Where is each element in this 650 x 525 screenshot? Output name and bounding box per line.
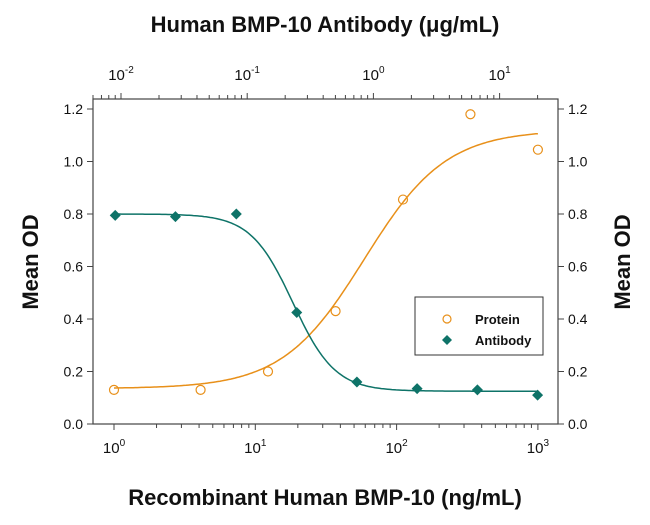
protein-point xyxy=(330,306,341,317)
legend-antibody-label: Antibody xyxy=(475,333,532,348)
fit-curves xyxy=(114,132,538,392)
plot-frame xyxy=(92,98,559,425)
y-tick-label-right: 1.2 xyxy=(568,101,588,117)
protein-point xyxy=(262,366,274,377)
x-bottom-tick-label: 100 xyxy=(103,438,126,457)
x-bottom-tick-label: 101 xyxy=(244,438,267,457)
antibody-point xyxy=(169,211,181,223)
y-tick-label-left: 1.2 xyxy=(64,101,84,117)
antibody-point xyxy=(411,383,423,395)
x-bottom-tick-label: 102 xyxy=(385,438,408,457)
chart-title: Human BMP-10 Antibody (μg/mL) xyxy=(151,12,500,37)
antibody-fit-curve xyxy=(115,213,538,392)
y-tick-label-left: 0.0 xyxy=(64,416,84,432)
x-bottom-tick-label: 103 xyxy=(527,438,550,457)
protein-point xyxy=(195,384,206,395)
x-axis-label: Recombinant Human BMP-10 (ng/mL) xyxy=(128,485,522,510)
x-top-tick-label: 10-2 xyxy=(108,65,134,84)
legend: Protein Antibody xyxy=(414,296,544,356)
antibody-point xyxy=(351,376,363,388)
x-top-tick-label: 101 xyxy=(488,65,511,84)
antibody-point xyxy=(291,306,303,318)
y-tick-label-left: 0.2 xyxy=(64,364,84,380)
protein-point xyxy=(108,384,120,395)
antibody-point xyxy=(532,389,544,401)
legend-protein-label: Protein xyxy=(475,312,520,327)
legend-box xyxy=(414,296,544,356)
y-tick-label-right: 0.2 xyxy=(568,364,588,380)
x-top-tick-label: 10-1 xyxy=(234,65,260,84)
y-tick-label-left: 0.4 xyxy=(64,311,84,327)
y-tick-label-right: 1.0 xyxy=(568,154,588,170)
antibody-point xyxy=(109,209,121,221)
protein-point xyxy=(465,109,476,120)
y-tick-label-left: 0.8 xyxy=(64,206,84,222)
data-points xyxy=(108,109,544,401)
x-top-tick-label: 100 xyxy=(362,65,385,84)
antibody-point xyxy=(230,208,242,220)
y-tick-label-left: 0.6 xyxy=(64,259,84,275)
protein-point xyxy=(532,144,544,155)
y-tick-label-right: 0.6 xyxy=(568,259,588,275)
protein-fit-curve xyxy=(114,132,538,389)
legend-protein-marker xyxy=(442,314,452,324)
y-tick-label-left: 1.0 xyxy=(64,154,84,170)
y-axis-label-right: Mean OD xyxy=(610,214,635,309)
antibody-point xyxy=(471,384,483,396)
y-tick-label-right: 0.0 xyxy=(568,416,588,432)
y-tick-label-right: 0.8 xyxy=(568,206,588,222)
protein-point xyxy=(397,194,409,205)
y-tick-label-right: 0.4 xyxy=(568,311,588,327)
y-axis-label-left: Mean OD xyxy=(18,214,43,309)
legend-antibody-marker xyxy=(442,335,452,345)
axes: 0.0 0.0 0.2 0.2 0.4 0.4 0.6 0.6 0.8 0.8 1.0 1.0 1.2 1… xyxy=(64,65,588,457)
